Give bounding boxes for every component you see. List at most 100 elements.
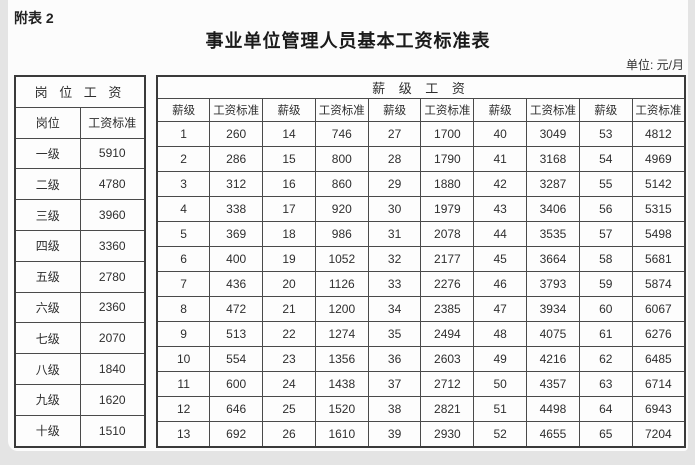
grade-salary-cell: 40 (473, 120, 528, 147)
grade-salary-cell: 16 (262, 170, 316, 197)
table-header-row: 薪 级 工 资 (156, 75, 686, 99)
grade-salary-cell: 54 (578, 145, 633, 172)
grade-salary-cell: 2821 (420, 395, 475, 422)
grade-salary-cell: 6067 (631, 295, 686, 322)
grade-salary-cell: 2385 (420, 295, 475, 322)
position-salary-cell: 六级 (14, 291, 81, 324)
grade-salary-cell: 436 (209, 270, 264, 297)
position-salary-cell: 一级 (14, 137, 81, 170)
position-table-title: 岗 位 工 资 (14, 75, 146, 108)
grade-col-header: 薪级 (156, 97, 211, 122)
table-row: 五级 2780 (14, 260, 146, 293)
grade-salary-cell: 369 (209, 220, 264, 247)
grade-salary-cell: 17 (262, 195, 316, 222)
grade-salary-cell: 26 (262, 420, 316, 448)
grade-salary-cell: 6 (156, 245, 211, 272)
grade-salary-cell: 36 (367, 345, 422, 372)
table-row: 11 600 24 1438 37 2712 50 4357 63 6714 (156, 370, 686, 397)
grade-salary-cell: 3535 (526, 220, 580, 247)
grade-salary-cell: 3664 (526, 245, 580, 272)
grade-salary-cell: 1610 (314, 420, 369, 448)
grade-salary-cell: 920 (314, 195, 369, 222)
grade-salary-cell: 6485 (631, 345, 686, 372)
grade-salary-cell: 12 (156, 395, 211, 422)
page-title: 事业单位管理人员基本工资标准表 (205, 31, 491, 51)
grade-salary-cell: 37 (367, 370, 422, 397)
grade-salary-cell: 3049 (526, 120, 580, 147)
grade-salary-cell: 65 (578, 420, 633, 448)
grade-salary-cell: 1274 (314, 320, 369, 347)
grade-salary-cell: 47 (473, 295, 528, 322)
grade-salary-cell: 513 (209, 320, 264, 347)
grade-salary-cell: 19 (262, 245, 316, 272)
grade-salary-cell: 25 (262, 395, 316, 422)
position-salary-cell: 七级 (14, 322, 81, 355)
grade-salary-cell: 43 (473, 195, 528, 222)
grade-col-header: 薪级 (262, 97, 316, 122)
grade-salary-cell: 860 (314, 170, 369, 197)
position-salary-cell: 2360 (79, 291, 146, 324)
grade-salary-cell: 5874 (631, 270, 686, 297)
grade-salary-cell: 50 (473, 370, 528, 397)
grade-salary-cell: 4357 (526, 370, 580, 397)
table-row: 十级 1510 (14, 414, 146, 448)
table-subheader-row: 岗位 工资标准 (14, 106, 146, 139)
grade-salary-cell: 3168 (526, 145, 580, 172)
grade-salary-cell: 3406 (526, 195, 580, 222)
grade-salary-cell: 33 (367, 270, 422, 297)
grade-salary-cell: 1200 (314, 295, 369, 322)
table-row: 七级 2070 (14, 322, 146, 355)
grade-salary-cell: 2603 (420, 345, 475, 372)
grade-salary-cell: 18 (262, 220, 316, 247)
table-subheader-row: 薪级 工资标准 薪级 工资标准 薪级 工资标准 薪级 工资标准 薪级 工资标准 (156, 97, 686, 122)
grade-salary-cell: 60 (578, 295, 633, 322)
grade-col-header: 薪级 (473, 97, 528, 122)
grade-table-title: 薪 级 工 资 (156, 75, 686, 99)
grade-salary-cell: 472 (209, 295, 264, 322)
grade-salary-cell: 4075 (526, 320, 580, 347)
grade-salary-cell: 3934 (526, 295, 580, 322)
grade-salary-cell: 31 (367, 220, 422, 247)
grade-salary-cell: 400 (209, 245, 264, 272)
table-row: 四级 3360 (14, 229, 146, 262)
grade-salary-cell: 28 (367, 145, 422, 172)
grade-salary-cell: 9 (156, 320, 211, 347)
grade-salary-cell: 14 (262, 120, 316, 147)
grade-salary-cell: 6714 (631, 370, 686, 397)
grade-salary-cell: 35 (367, 320, 422, 347)
grade-salary-cell: 554 (209, 345, 264, 372)
grade-salary-cell: 4655 (526, 420, 580, 448)
grade-salary-cell: 5142 (631, 170, 686, 197)
grade-salary-cell: 34 (367, 295, 422, 322)
grade-salary-cell: 63 (578, 370, 633, 397)
grade-salary-cell: 6276 (631, 320, 686, 347)
table-row: 7 436 20 1126 33 2276 46 3793 59 5874 (156, 270, 686, 297)
position-salary-cell: 九级 (14, 384, 81, 416)
grade-salary-cell: 11 (156, 370, 211, 397)
table-row: 8 472 21 1200 34 2385 47 3934 60 6067 (156, 295, 686, 322)
grade-salary-cell: 8 (156, 295, 211, 322)
grade-salary-cell: 15 (262, 145, 316, 172)
grade-salary-cell: 2712 (420, 370, 475, 397)
position-salary-cell: 4780 (79, 168, 146, 201)
grade-salary-cell: 1880 (420, 170, 475, 197)
grade-table-body: 1 260 14 746 27 1700 40 3049 53 4812 2 286 15 800 28 17… (156, 120, 686, 448)
grade-salary-cell: 30 (367, 195, 422, 222)
position-salary-cell: 3360 (79, 229, 146, 262)
grade-salary-cell: 51 (473, 395, 528, 422)
grade-salary-cell: 48 (473, 320, 528, 347)
table-row: 3 312 16 860 29 1880 42 3287 55 5142 (156, 170, 686, 197)
position-salary-cell: 5910 (79, 137, 146, 170)
table-row: 八级 1840 (14, 353, 146, 385)
grade-salary-cell: 1 (156, 120, 211, 147)
grade-salary-cell: 39 (367, 420, 422, 448)
position-table-body: 一级 5910 二级 4780 三级 3960 四级 3360 五级 2780 六级 2360 七级 20… (14, 137, 146, 448)
grade-salary-cell: 1520 (314, 395, 369, 422)
position-salary-table: 岗 位 工 资 岗位 工资标准 一级 5910 二级 4780 三级 3960 四级 3360… (14, 75, 146, 448)
unit-note: 单位: 元/月 (625, 58, 684, 72)
grade-salary-cell: 56 (578, 195, 633, 222)
grade-salary-cell: 21 (262, 295, 316, 322)
grade-salary-cell: 6943 (631, 395, 686, 422)
grade-salary-cell: 2276 (420, 270, 475, 297)
grade-salary-cell: 5315 (631, 195, 686, 222)
